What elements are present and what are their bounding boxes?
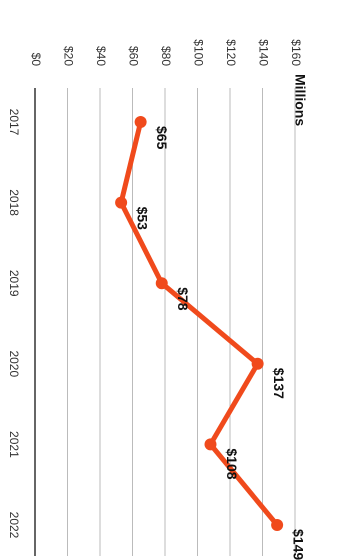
line [118, 119, 280, 528]
y-tick-label: $0 [29, 53, 43, 67]
point [155, 277, 168, 290]
x-tick-label: 2020 [7, 350, 21, 377]
x-tick-label: 2018 [7, 189, 21, 216]
x-tick-label: 2017 [7, 109, 21, 136]
y-tick-label: $60 [126, 46, 140, 66]
value-label: $65 [154, 126, 170, 150]
value-label: $108 [224, 448, 240, 479]
point [251, 357, 264, 370]
value-label: $53 [134, 207, 150, 231]
point [115, 196, 128, 209]
value-label: $149 [290, 529, 306, 560]
point [271, 519, 284, 531]
unit-label: Millions [292, 74, 308, 126]
x-tick-label: 2021 [7, 431, 21, 458]
x-tick-label: 2019 [7, 270, 21, 297]
y-tick-label: $160 [289, 39, 303, 66]
y-tick-label: $20 [61, 46, 75, 66]
y-tick-label: $140 [256, 39, 270, 66]
y-tick-label: $100 [191, 39, 205, 66]
point [204, 438, 217, 451]
y-tick-label: $120 [224, 39, 238, 66]
value-label: $137 [271, 368, 287, 399]
value-label: $78 [175, 287, 191, 311]
y-tick-label: $80 [159, 46, 173, 66]
point [134, 116, 147, 128]
x-tick-label: 2022 [7, 512, 21, 539]
y-tick-label: $40 [94, 46, 108, 66]
